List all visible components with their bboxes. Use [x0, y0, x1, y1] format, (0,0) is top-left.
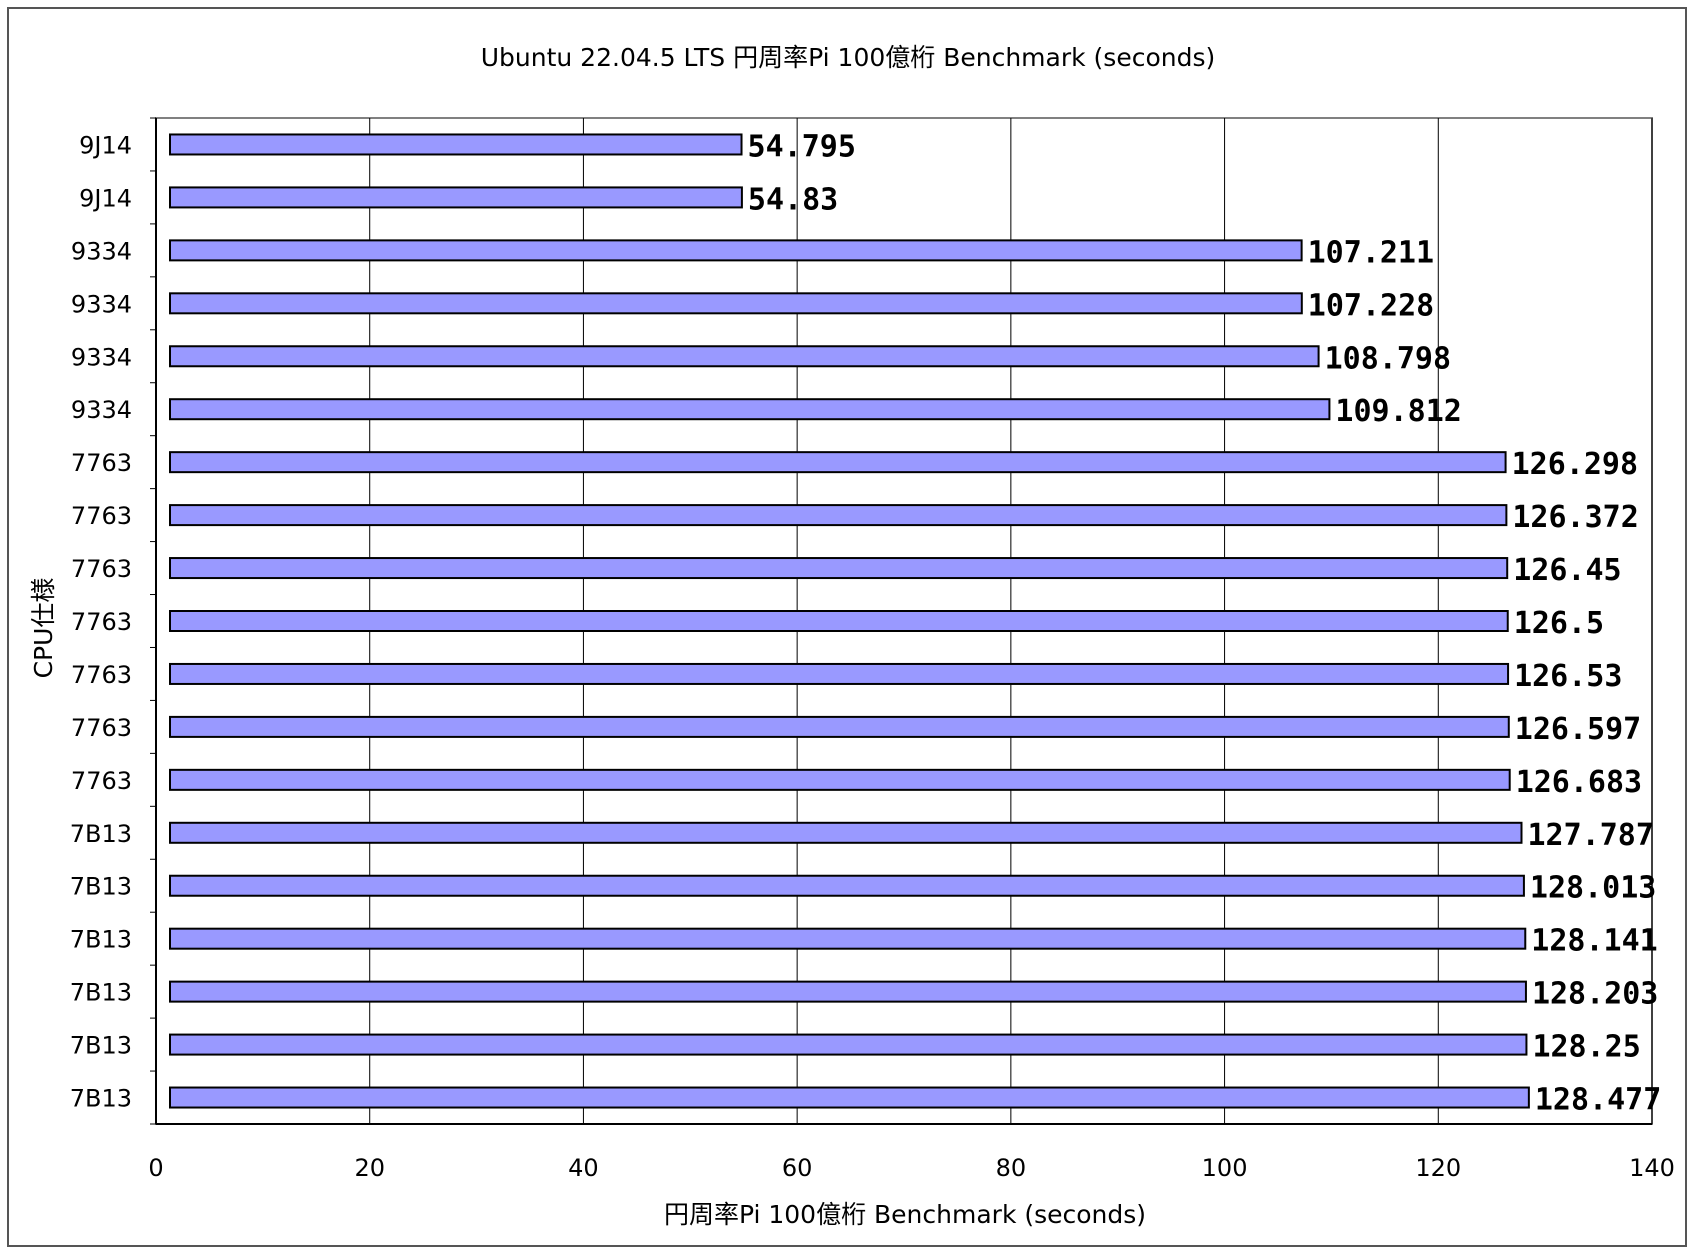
data-label: 128.013 — [1530, 871, 1656, 906]
x-tick-label: 20 — [354, 1154, 385, 1182]
x-tick-label: 100 — [1202, 1154, 1248, 1182]
data-label: 126.45 — [1513, 553, 1621, 588]
x-tick-label: 80 — [996, 1154, 1027, 1182]
bar — [169, 980, 1527, 1003]
y-category-label: 9J14 — [79, 184, 132, 212]
data-label: 126.683 — [1516, 765, 1642, 800]
y-category-label: 7B13 — [70, 1032, 132, 1060]
y-category-label: 9334 — [71, 396, 132, 424]
data-label: 54.83 — [748, 182, 838, 217]
y-category-label: 9J14 — [79, 131, 132, 159]
bars — [169, 133, 1530, 1109]
y-category-label: 9334 — [71, 290, 132, 318]
bar — [169, 133, 743, 156]
y-category-label: 7B13 — [70, 1085, 132, 1113]
x-tick-label: 40 — [568, 1154, 599, 1182]
y-category-label: 7B13 — [70, 820, 132, 848]
bar — [169, 874, 1525, 897]
data-label: 128.25 — [1532, 1030, 1640, 1065]
data-label: 54.795 — [748, 129, 856, 164]
bar — [169, 557, 1509, 580]
y-category-label: 9334 — [71, 343, 132, 371]
data-label: 126.53 — [1514, 659, 1622, 694]
data-label: 109.812 — [1335, 394, 1461, 429]
y-category-label: 7763 — [71, 608, 132, 636]
data-label: 128.203 — [1532, 977, 1658, 1012]
bar — [169, 927, 1527, 950]
data-label: 126.5 — [1514, 606, 1604, 641]
chart-title: Ubuntu 22.04.5 LTS 円周率Pi 100億桁 Benchmark… — [481, 43, 1216, 72]
x-axis-ticks: 0 20 40 60 80 100 120 140 — [148, 1154, 1675, 1182]
bar — [169, 292, 1303, 315]
y-category-label: 7763 — [71, 449, 132, 477]
x-axis-title: 円周率Pi 100億桁 Benchmark (seconds) — [664, 1200, 1146, 1229]
data-label: 108.798 — [1325, 341, 1451, 376]
y-category-label: 7B13 — [70, 873, 132, 901]
data-label: 126.298 — [1512, 447, 1638, 482]
data-label: 126.597 — [1515, 712, 1641, 747]
bar — [169, 662, 1510, 685]
x-tick-label: 0 — [148, 1154, 163, 1182]
bar — [169, 1033, 1528, 1056]
bar — [169, 715, 1510, 738]
x-tick-label: 140 — [1629, 1154, 1675, 1182]
data-label: 127.787 — [1527, 818, 1653, 853]
y-category-label: 7763 — [71, 555, 132, 583]
y-category-label: 9334 — [71, 237, 132, 265]
bar — [169, 504, 1508, 527]
bar — [169, 821, 1523, 844]
bar — [169, 239, 1303, 262]
bar — [169, 186, 743, 209]
y-category-label: 7763 — [71, 661, 132, 689]
y-category-label: 7763 — [71, 767, 132, 795]
data-label: 107.228 — [1308, 288, 1434, 323]
data-label: 128.477 — [1535, 1083, 1661, 1118]
bar — [169, 768, 1511, 791]
data-label: 128.141 — [1531, 924, 1657, 959]
y-category-label: 7763 — [71, 502, 132, 530]
y-category-label: 7763 — [71, 714, 132, 742]
y-axis-title: CPU仕様 — [29, 578, 58, 679]
data-labels: 54.795 54.83 107.211 107.228 108.798 109.812 1… — [748, 129, 1662, 1117]
data-label: 126.372 — [1512, 500, 1638, 535]
x-tick-label: 120 — [1415, 1154, 1461, 1182]
bar — [169, 610, 1509, 632]
y-axis-categories: 9J14 9J14 9334 9334 9334 9334 7763 7763 7763 7763… — [70, 131, 132, 1112]
bar — [169, 398, 1331, 421]
y-category-label: 7B13 — [70, 979, 132, 1007]
bar — [169, 1086, 1530, 1109]
y-category-label: 7B13 — [70, 926, 132, 954]
bar — [169, 345, 1320, 368]
data-label: 107.211 — [1308, 235, 1434, 270]
x-tick-label: 60 — [782, 1154, 813, 1182]
bar — [169, 451, 1507, 474]
